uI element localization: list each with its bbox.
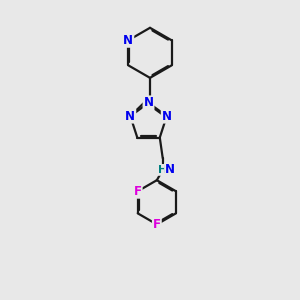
Text: N: N	[125, 110, 135, 123]
Text: N: N	[143, 96, 154, 110]
Text: F: F	[153, 218, 161, 231]
Text: F: F	[134, 185, 142, 198]
Text: N: N	[165, 164, 175, 176]
Text: N: N	[162, 110, 172, 123]
Text: H: H	[158, 165, 167, 175]
Text: N: N	[123, 34, 133, 47]
